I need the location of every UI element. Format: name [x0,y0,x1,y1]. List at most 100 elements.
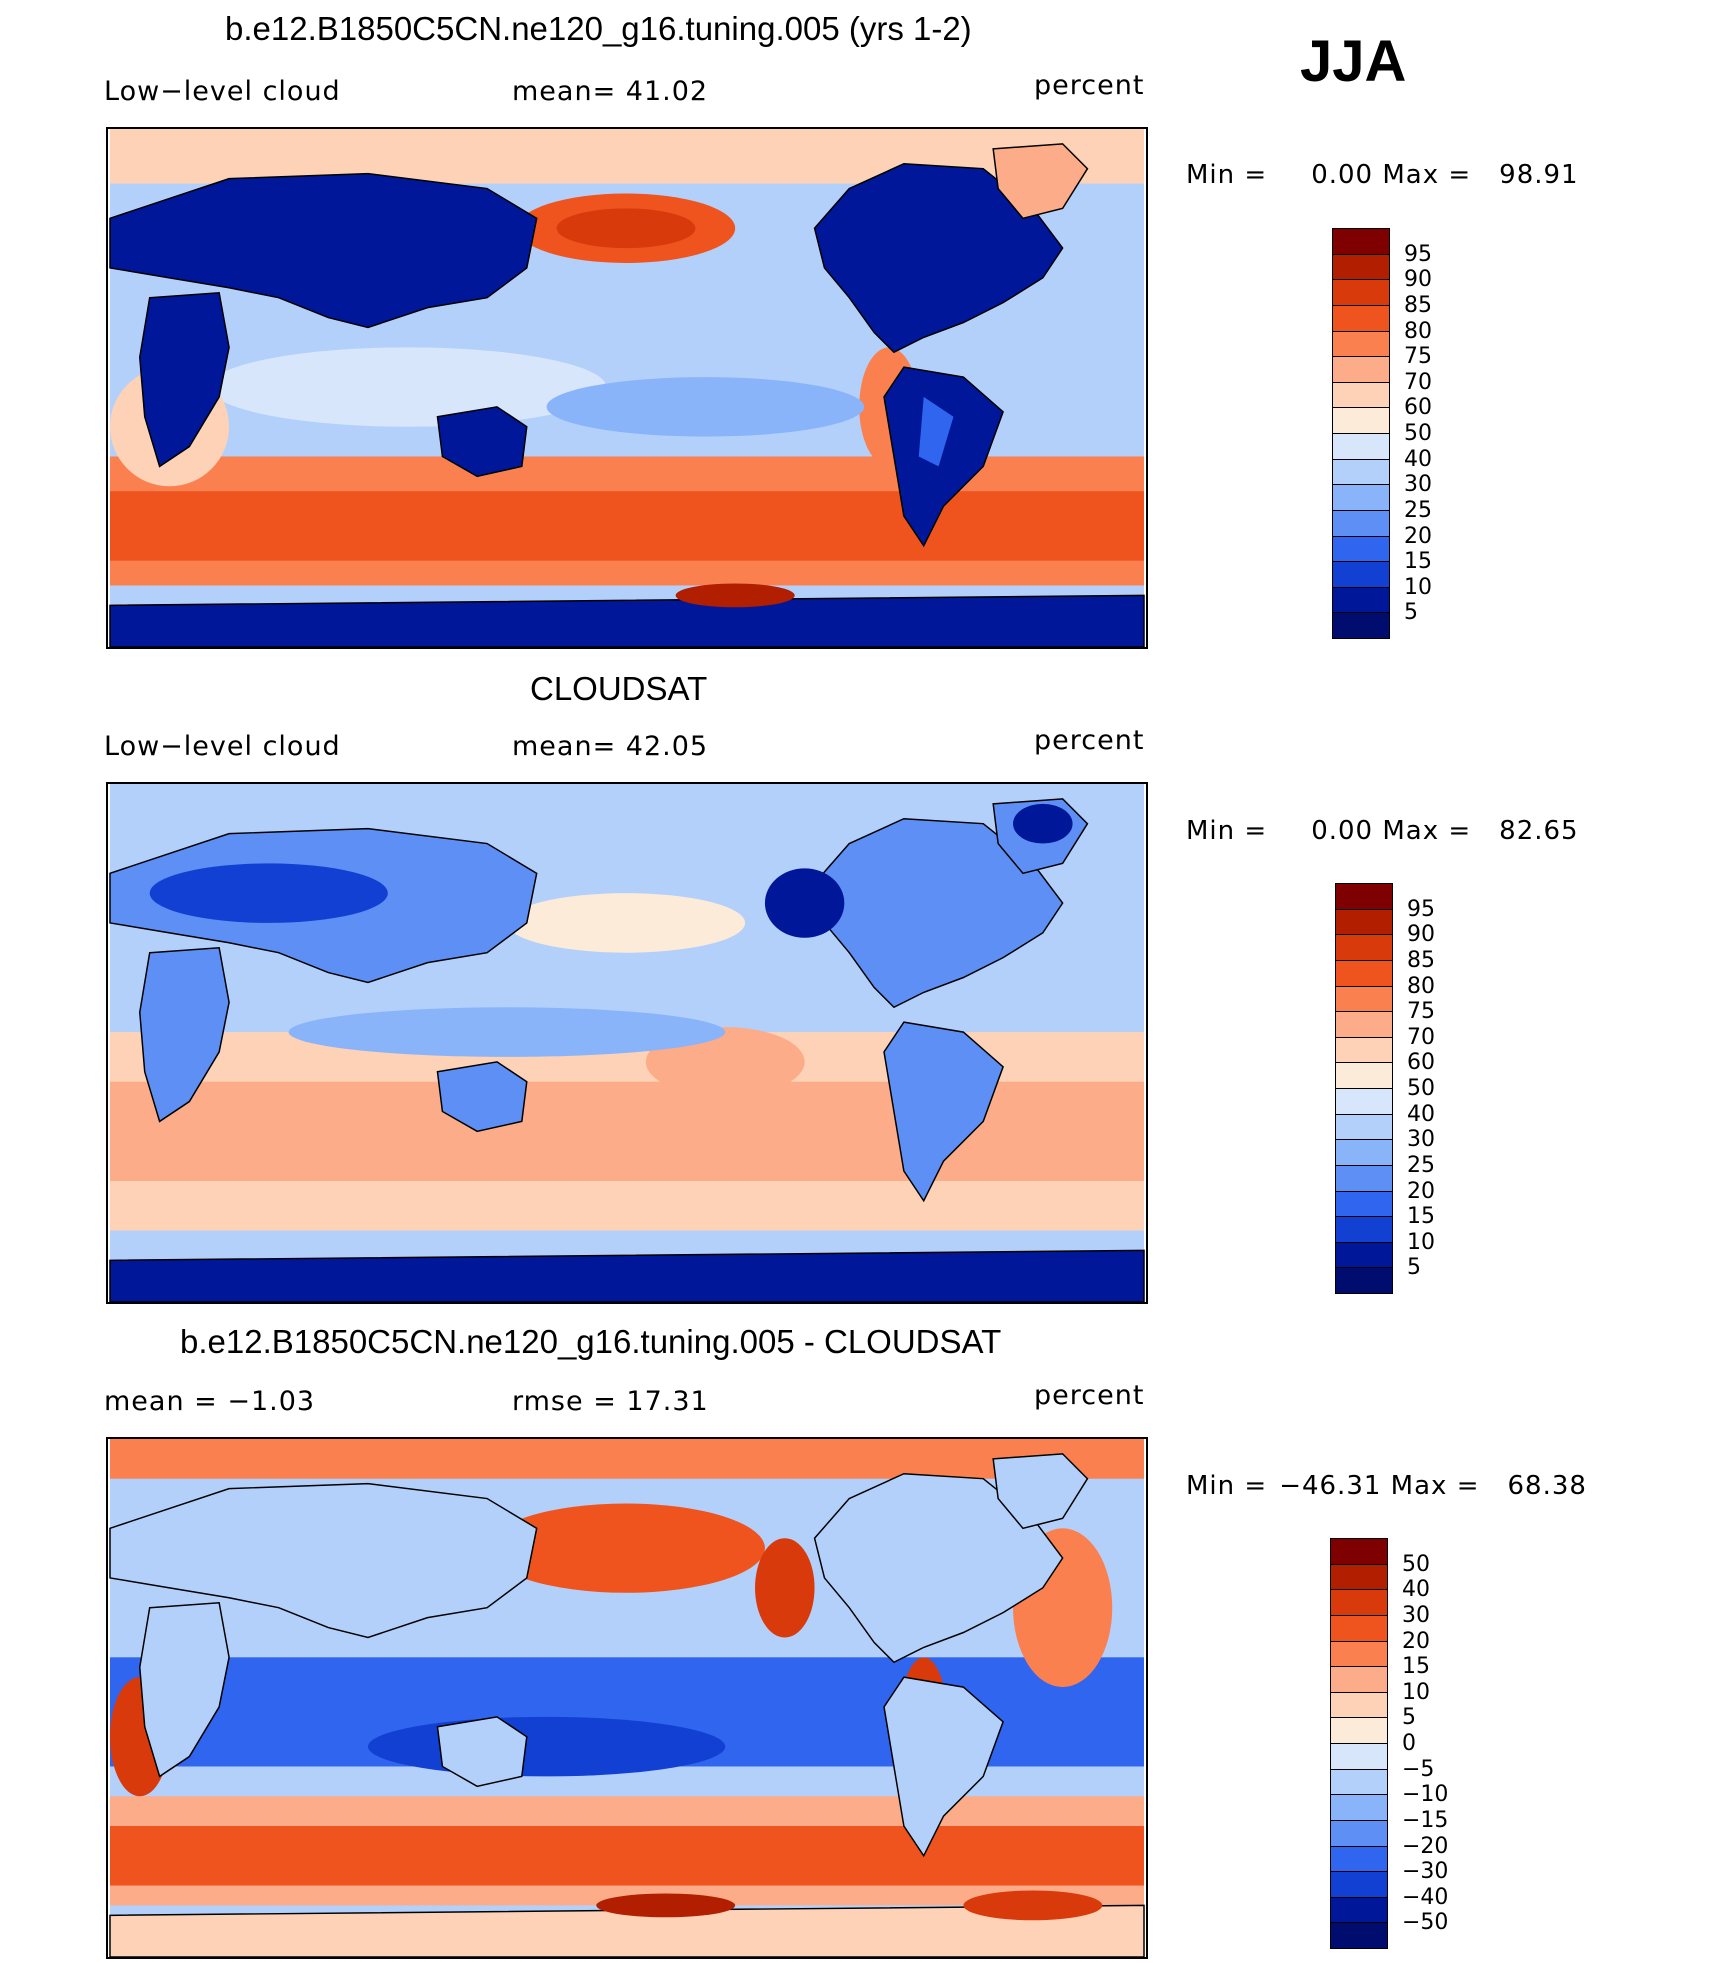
colorbar-tick-label: 95 [1404,241,1432,267]
colorbar-swatch [1335,908,1393,936]
colorbar-tick-label: 10 [1402,1679,1430,1705]
tropical-pacific [209,347,607,427]
colorbar-tick-label: 50 [1407,1076,1435,1101]
colorbar-tick-label: 85 [1404,292,1432,318]
max-value: 68.38 [1507,1471,1587,1501]
antarctic-coast [675,583,795,608]
colorbar-swatch [1332,612,1390,639]
colorbar-swatch [1332,381,1390,409]
colorbar-swatch [1335,1011,1393,1038]
colorbar-swatch [1330,1845,1388,1873]
colorbar-tick-label: 20 [1404,523,1432,549]
colorbar-swatch [1332,228,1390,255]
colorbar-diff: 50 40 30 20 15 10 5 0 −5 −10 −15 −20 −30 −40 −50 [1330,1538,1448,1949]
max-label: Max = [1390,1471,1480,1501]
colorbar-tick-label: 5 [1402,1705,1416,1731]
west-us-low-cloud [764,868,845,938]
land-south-america [883,1676,1004,1858]
max-label: Max = [1382,816,1472,846]
colorbar-tick-label: 85 [1407,947,1435,973]
land-africa [139,946,230,1123]
min-value: −46.31 [1279,1471,1382,1501]
land-africa [139,291,230,468]
land-antarctica [109,1904,1145,1957]
panel-units-label-obs: percent [1034,725,1145,756]
colorbar-swatch [1332,561,1390,588]
colorbar-swatch [1335,1267,1393,1294]
land-greenland [992,1453,1089,1530]
map-field-svg [109,129,1145,647]
colorbar-tick-label: 0 [1402,1731,1416,1756]
colorbar-swatch [1335,1036,1393,1064]
colorbar-tick-label: 15 [1407,1204,1435,1230]
min-label: Min = [1186,1471,1268,1501]
greenland-low-cloud [1013,803,1073,844]
colorbar-swatch [1335,934,1393,961]
colorbar-tick-label: 70 [1407,1024,1435,1050]
colorbar-tick-label: 80 [1404,318,1432,344]
colorbar-swatch [1335,1216,1393,1243]
land-south-america [883,366,1004,548]
land-australia [436,1061,528,1133]
land-africa [139,1601,230,1778]
colorbar-tick-label: 40 [1404,446,1432,472]
north-pacific-core [556,208,696,249]
land-europe-asia [109,1482,538,1639]
land-australia [436,1716,528,1788]
colorbar-tick-label: −5 [1402,1756,1435,1782]
land-antarctica [109,594,1145,647]
colorbar-swatch [1335,1113,1393,1141]
land-south-america [883,1021,1004,1203]
colorbar-tick-label: 90 [1407,922,1435,948]
colorbar-tick-label: −30 [1402,1859,1449,1885]
colorbar-swatch [1332,304,1390,332]
colorbar-swatch [1332,356,1390,383]
colorbar-tick-label: 5 [1407,1255,1421,1281]
colorbar-tick-label: 50 [1404,421,1432,446]
min-max-readout-model: Min = 0.00 Max = 98.91 [1186,160,1579,190]
colorbar-tick-label: 75 [1407,999,1435,1025]
max-value: 98.91 [1499,160,1579,190]
colorbar-tick-label: 50 [1402,1551,1430,1577]
panel-rmse-label-diff: rmse = 17.31 [512,1386,709,1417]
colorbar-tick-label: 5 [1404,600,1418,626]
colorbar-swatch [1332,586,1390,614]
max-value: 82.65 [1499,816,1579,846]
colorbar-tick-label: −50 [1402,1910,1449,1936]
max-label: Max = [1382,160,1472,190]
colorbar-tick-label: 10 [1404,574,1432,600]
colorbar-swatch [1330,1794,1388,1821]
colorbar-swatch [1330,1640,1388,1668]
colorbar-tick-label: 75 [1404,344,1432,370]
antarctic-positive [596,1893,736,1918]
panel-mean-label-obs: mean= 42.05 [512,731,709,762]
season-label: JJA [1300,29,1407,94]
colorbar-tick-label: 30 [1407,1127,1435,1153]
colorbar-swatch [1332,330,1390,358]
colorbar-swatch [1330,1538,1388,1565]
colorbar-swatch [1330,1743,1388,1770]
colorbar-tick-label: 60 [1407,1050,1435,1076]
colorbar-swatch [1335,1164,1393,1192]
north-pacific-positive [487,1503,765,1593]
colorbar-swatch [1332,279,1390,306]
colorbar-tick-label: 40 [1402,1577,1430,1603]
colorbar-tick-label: 80 [1407,973,1435,999]
colorbar-tick-label: −20 [1402,1833,1449,1859]
colorbar-swatch [1335,985,1393,1013]
min-value: 0.00 [1311,160,1374,190]
min-label: Min = [1186,816,1268,846]
colorbar-swatch [1330,1922,1388,1949]
land-antarctica [109,1249,1145,1302]
colorbar-tick-label: −10 [1402,1782,1449,1808]
colorbar-tick-label: 20 [1402,1628,1430,1654]
colorbar-swatch [1330,1614,1388,1642]
colorbar-swatch [1335,1190,1393,1218]
colorbar-tick-label: 25 [1404,497,1432,523]
sahara-low-cloud [149,863,388,923]
colorbar-swatch [1330,1871,1388,1898]
colorbar-model: 95 90 85 80 75 70 60 50 40 30 25 20 15 10 5 [1332,228,1432,639]
arctic-band [109,1439,1145,1479]
colorbar-swatch [1332,458,1390,486]
colorbar-tick-label: 15 [1404,549,1432,575]
